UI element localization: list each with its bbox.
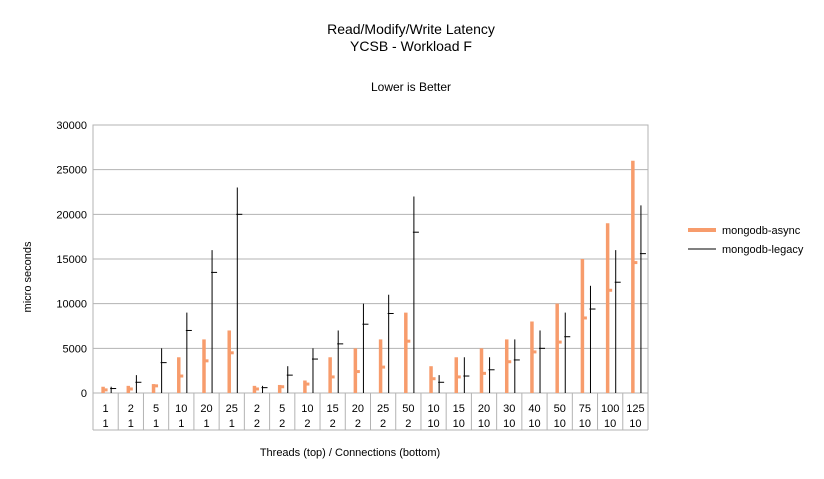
- x-tick-label-connections: 2: [355, 418, 361, 430]
- y-tick-label: 25000: [56, 165, 87, 177]
- x-tick-label-threads: 10: [427, 403, 439, 415]
- x-category-grid: [92, 393, 649, 431]
- async-marker: [533, 350, 537, 354]
- legend: mongodb-async mongodb-legacy: [688, 225, 804, 256]
- x-tick-label-connections: 1: [103, 418, 109, 430]
- x-tick-label-connections: 10: [427, 418, 439, 430]
- async-marker: [407, 339, 411, 343]
- x-tick-label-connections: 2: [380, 418, 386, 430]
- x-axis-label: Threads (top) / Connections (bottom): [260, 447, 440, 459]
- async-marker: [104, 388, 108, 392]
- async-marker: [483, 371, 486, 375]
- y-tick-label: 0: [81, 388, 87, 400]
- legend-label-mongodb-async: mongodb-async: [722, 225, 801, 237]
- x-tick-label-threads: 2: [128, 403, 134, 415]
- y-tick-label: 15000: [56, 254, 87, 266]
- async-marker: [230, 351, 234, 355]
- async-marker: [356, 370, 360, 374]
- async-marker: [255, 387, 259, 391]
- x-tick-label-threads: 5: [153, 403, 159, 415]
- chart-title: Read/Modify/Write Latency: [327, 21, 495, 37]
- async-marker: [583, 316, 587, 320]
- x-tick-label-threads: 2: [254, 403, 260, 415]
- async-marker: [508, 360, 512, 364]
- chart-subtitle: YCSB - Workload F: [350, 38, 472, 54]
- x-tick-label-connections: 10: [478, 418, 490, 430]
- x-tick-label-connections: 2: [405, 418, 411, 430]
- async-marker: [155, 384, 159, 388]
- x-tick-label-connections: 10: [453, 418, 465, 430]
- x-tick-label-connections: 1: [203, 418, 209, 430]
- async-marker: [609, 288, 613, 292]
- x-tick-label-threads: 25: [226, 403, 238, 415]
- x-tick-label-connections: 1: [153, 418, 159, 430]
- x-tick-label-connections: 10: [579, 418, 591, 430]
- x-tick-label-connections: 10: [629, 418, 641, 430]
- legend-label-mongodb-legacy: mongodb-legacy: [722, 244, 804, 256]
- x-tick-label-threads: 50: [554, 403, 566, 415]
- async-marker: [331, 375, 335, 379]
- x-tick-label-connections: 10: [604, 418, 616, 430]
- x-tick-label-threads: 10: [301, 403, 313, 415]
- y-axis-label: micro seconds: [22, 241, 34, 312]
- y-tick-label: 10000: [56, 299, 87, 311]
- async-marker: [205, 359, 209, 363]
- gridlines: [93, 124, 648, 394]
- async-marker: [306, 382, 310, 386]
- chart-note: Lower is Better: [371, 80, 451, 94]
- async-marker: [432, 377, 436, 381]
- async-marker: [129, 387, 133, 391]
- x-tick-label-threads: 10: [175, 403, 187, 415]
- x-tick-label-threads: 75: [579, 403, 591, 415]
- x-tick-label-threads: 50: [402, 403, 414, 415]
- async-marker: [558, 340, 562, 344]
- async-marker: [457, 375, 461, 379]
- x-tick-label-threads: 5: [279, 403, 285, 415]
- x-tick-label-threads: 15: [327, 403, 339, 415]
- x-tick-label-connections: 10: [503, 418, 515, 430]
- y-tick-label: 5000: [63, 343, 87, 355]
- x-tick-label-threads: 125: [626, 403, 644, 415]
- x-tick-label-threads: 20: [200, 403, 212, 415]
- async-marker: [382, 365, 386, 369]
- y-tick-label: 20000: [56, 209, 87, 221]
- x-tick-label-connections: 2: [254, 418, 260, 430]
- x-tick-label-connections: 2: [279, 418, 285, 430]
- x-tick-label-threads: 20: [352, 403, 364, 415]
- chart-marks: [101, 160, 646, 393]
- x-tick-label-threads: 25: [377, 403, 389, 415]
- x-tick-labels: 1121511012012512252102152202252502101015…: [103, 403, 645, 430]
- y-tick-label: 30000: [56, 120, 87, 132]
- x-tick-label-connections: 1: [229, 418, 235, 430]
- x-tick-label-connections: 2: [304, 418, 310, 430]
- x-tick-label-threads: 30: [503, 403, 515, 415]
- x-tick-label-threads: 40: [528, 403, 540, 415]
- x-tick-label-threads: 100: [601, 403, 619, 415]
- async-marker: [634, 261, 638, 265]
- x-tick-label-connections: 10: [554, 418, 566, 430]
- x-tick-label-connections: 2: [330, 418, 336, 430]
- x-tick-label-connections: 10: [528, 418, 540, 430]
- y-tick-labels: 0 5000 10000 15000 20000 25000 30000: [56, 120, 87, 400]
- async-marker: [180, 374, 184, 378]
- x-tick-label-connections: 1: [128, 418, 134, 430]
- x-tick-label-threads: 15: [453, 403, 465, 415]
- x-tick-label-connections: 1: [178, 418, 184, 430]
- x-tick-label-threads: 1: [103, 403, 109, 415]
- x-tick-label-threads: 20: [478, 403, 490, 415]
- async-marker: [281, 385, 285, 389]
